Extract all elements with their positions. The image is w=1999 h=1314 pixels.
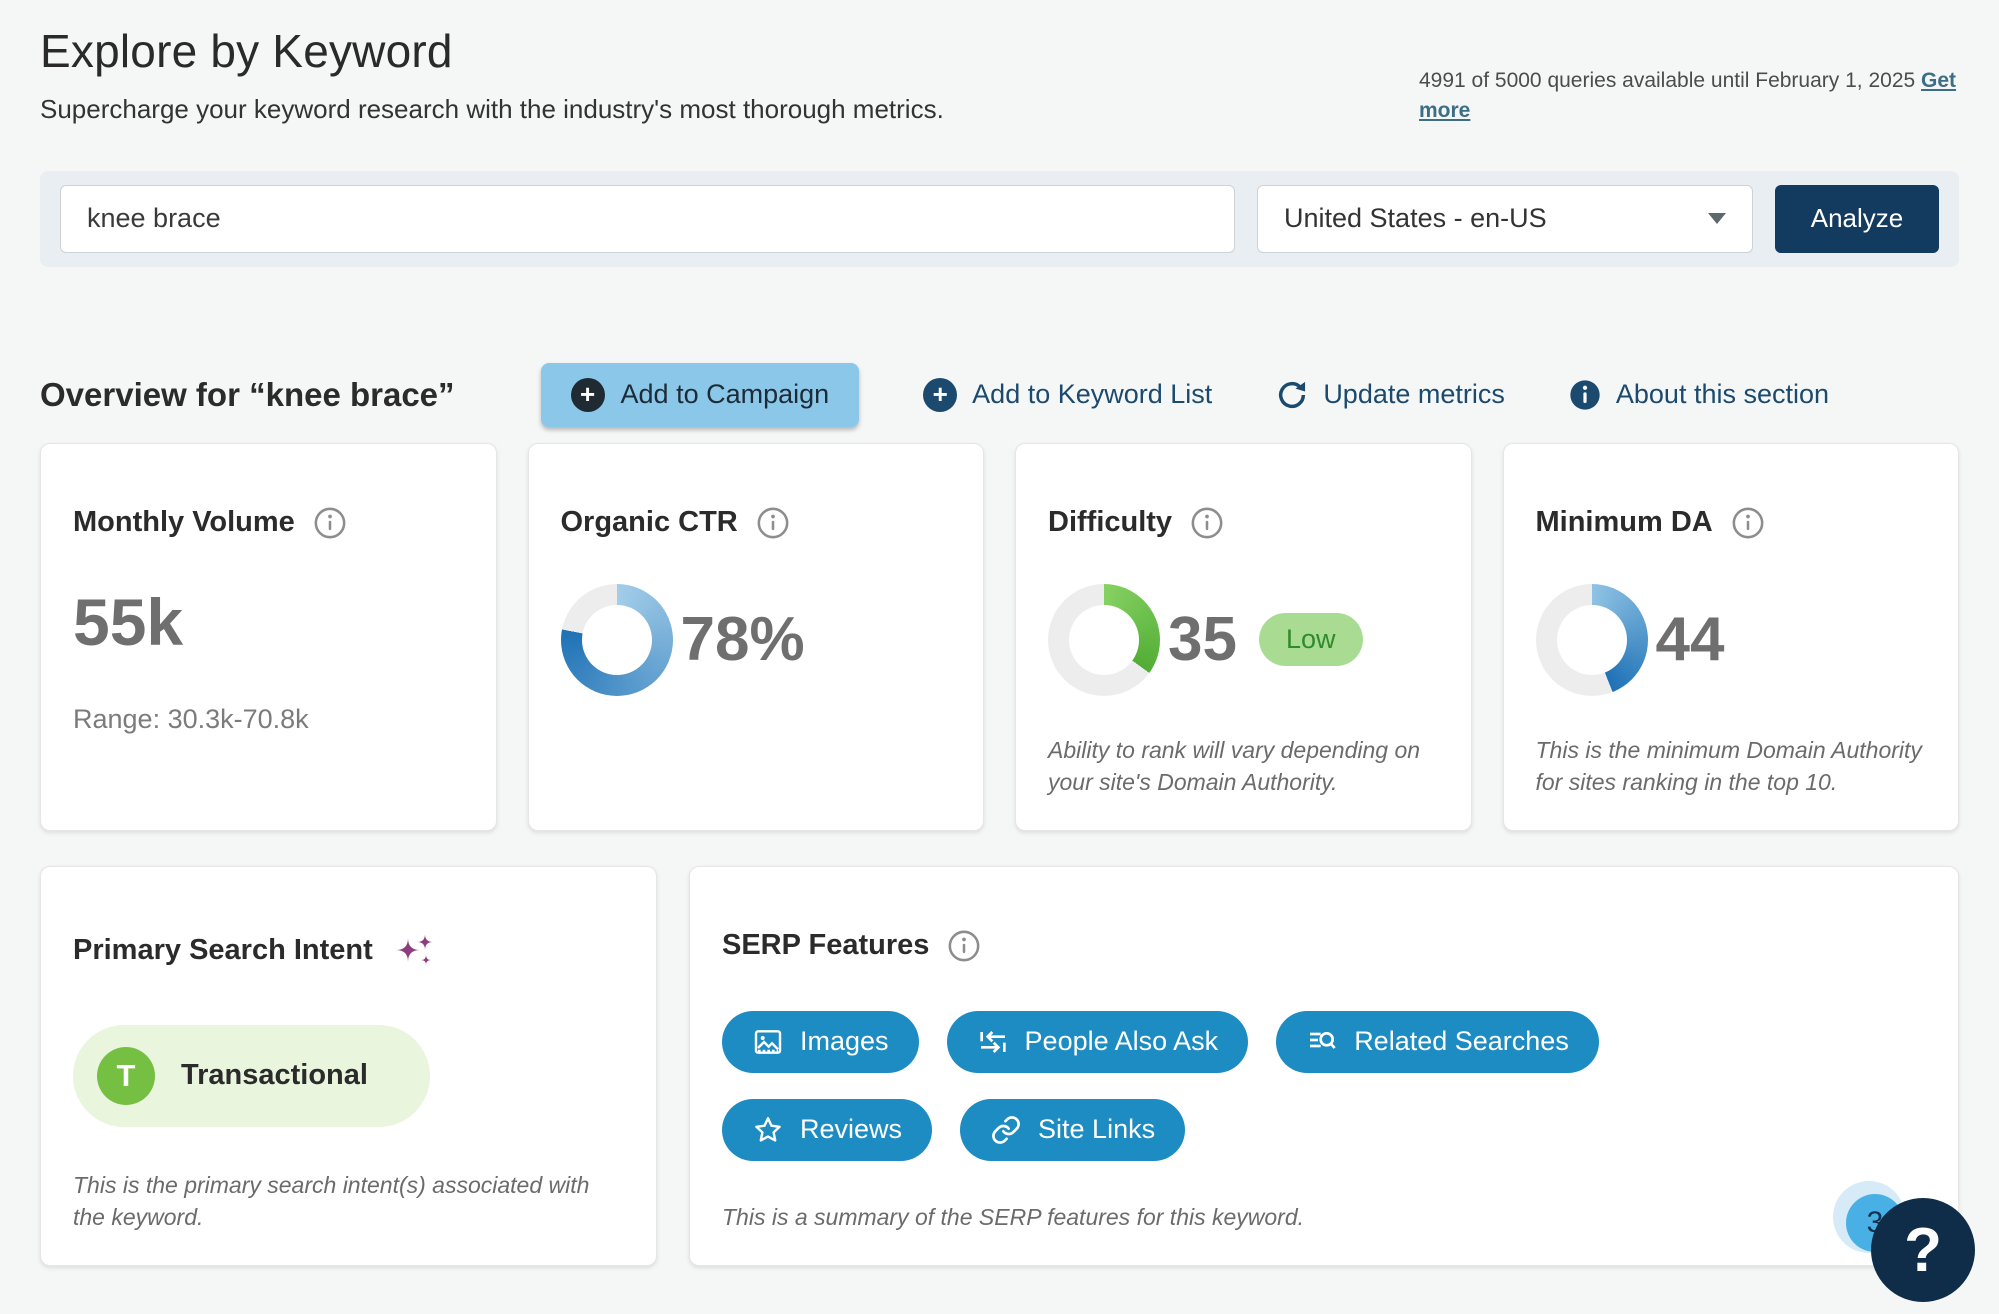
info-icon[interactable] xyxy=(1731,506,1765,540)
info-icon[interactable] xyxy=(1190,506,1224,540)
page-subtitle: Supercharge your keyword research with t… xyxy=(40,94,944,124)
add-to-keyword-list-button[interactable]: + Add to Keyword List xyxy=(923,377,1213,412)
secondary-cards-row: Primary Search Intent T Transactional Th… xyxy=(40,865,1959,1266)
intent-note: This is the primary search intent(s) ass… xyxy=(73,1171,590,1230)
serp-feature-pills: Images People Also Ask xyxy=(722,1010,1722,1161)
locale-select[interactable]: United States - en-US xyxy=(1257,184,1753,253)
monthly-volume-title: Monthly Volume xyxy=(73,506,295,539)
refresh-icon xyxy=(1279,381,1306,408)
keyword-input[interactable] xyxy=(60,184,1235,253)
intent-badge: T Transactional xyxy=(73,1024,430,1127)
minimum-da-donut xyxy=(1535,583,1648,696)
difficulty-value: 35 xyxy=(1168,605,1237,675)
update-metrics-label: Update metrics xyxy=(1323,379,1505,410)
difficulty-status-badge: Low xyxy=(1258,613,1363,667)
chevron-down-icon xyxy=(1708,213,1726,225)
info-icon[interactable] xyxy=(313,506,347,540)
info-icon xyxy=(1570,380,1600,410)
primary-search-intent-card: Primary Search Intent T Transactional Th… xyxy=(40,865,657,1266)
list-search-icon xyxy=(1310,1031,1336,1049)
transactional-icon: T xyxy=(97,1046,155,1105)
serp-feature-images[interactable]: Images xyxy=(722,1010,919,1073)
keyword-search-bar: United States - en-US Analyze xyxy=(40,170,1959,267)
locale-selected-value: United States - en-US xyxy=(1284,203,1547,234)
link-icon xyxy=(992,1116,1020,1144)
star-icon xyxy=(755,1116,781,1142)
primary-search-intent-title: Primary Search Intent xyxy=(73,934,373,967)
keyword-explorer-page: Explore by Keyword Supercharge your keyw… xyxy=(40,24,1959,1266)
about-this-section-label: About this section xyxy=(1615,379,1830,410)
serp-pill-label: People Also Ask xyxy=(1024,1026,1219,1057)
monthly-volume-card: Monthly Volume 55k Range: 30.3k-70.8k xyxy=(40,442,497,831)
plus-circle-icon: + xyxy=(923,377,958,412)
plus-circle-icon: + xyxy=(570,377,605,412)
images-icon xyxy=(754,1030,782,1054)
serp-feature-people-also-ask[interactable]: People Also Ask xyxy=(946,1010,1249,1073)
overview-toolbar: Overview for “knee brace” + Add to Campa… xyxy=(40,362,1959,427)
minimum-da-value: 44 xyxy=(1655,605,1725,675)
serp-features-card: SERP Features Images xyxy=(689,865,1959,1266)
analyze-button[interactable]: Analyze xyxy=(1775,184,1939,253)
serp-features-note: This is a summary of the SERP features f… xyxy=(722,1203,1305,1230)
add-to-campaign-button[interactable]: + Add to Campaign xyxy=(540,362,860,427)
header-text-block: Explore by Keyword Supercharge your keyw… xyxy=(40,24,944,125)
query-quota-note: 4991 of 5000 queries available until Feb… xyxy=(1419,66,1959,127)
minimum-da-card: Minimum DA 44 This is the minimum Domain… xyxy=(1502,442,1959,831)
update-metrics-button[interactable]: Update metrics xyxy=(1276,379,1505,411)
serp-features-title: SERP Features xyxy=(722,929,930,962)
add-to-keyword-list-label: Add to Keyword List xyxy=(972,379,1213,410)
page-header: Explore by Keyword Supercharge your keyw… xyxy=(40,24,1959,127)
get-more-link[interactable]: Get more xyxy=(1419,69,1957,123)
serp-pill-label: Site Links xyxy=(1038,1114,1156,1145)
quota-text: 4991 of 5000 queries available until Feb… xyxy=(1419,69,1916,92)
sparkles-icon xyxy=(395,933,433,965)
overview-heading: Overview for “knee brace” xyxy=(40,375,455,413)
serp-feature-site-links[interactable]: Site Links xyxy=(960,1098,1186,1161)
serp-pill-label: Related Searches xyxy=(1354,1026,1569,1057)
info-icon[interactable] xyxy=(947,929,981,963)
page-title: Explore by Keyword xyxy=(40,25,453,77)
organic-ctr-card: Organic CTR 78% xyxy=(527,442,984,831)
difficulty-title: Difficulty xyxy=(1048,506,1173,539)
add-to-campaign-label: Add to Campaign xyxy=(620,379,830,410)
minimum-da-title: Minimum DA xyxy=(1535,506,1713,539)
monthly-volume-range: Range: 30.3k-70.8k xyxy=(73,703,309,734)
serp-feature-reviews[interactable]: Reviews xyxy=(722,1098,933,1161)
monthly-volume-value: 55k xyxy=(73,584,184,659)
organic-ctr-donut xyxy=(560,583,673,696)
organic-ctr-title: Organic CTR xyxy=(560,506,738,539)
minimum-da-note: This is the minimum Domain Authority for… xyxy=(1535,736,1922,795)
difficulty-note: Ability to rank will vary depending on y… xyxy=(1048,736,1421,795)
serp-pill-label: Images xyxy=(800,1026,889,1057)
info-icon[interactable] xyxy=(756,506,790,540)
serp-feature-related-searches[interactable]: Related Searches xyxy=(1276,1010,1599,1073)
metric-cards-row: Monthly Volume 55k Range: 30.3k-70.8k Or… xyxy=(40,442,1959,831)
organic-ctr-value: 78% xyxy=(680,605,805,675)
difficulty-card: Difficulty 35 Low Ability to rank will v… xyxy=(1015,442,1472,831)
serp-pill-label: Reviews xyxy=(800,1114,903,1145)
help-button[interactable]: ? xyxy=(1871,1198,1975,1302)
intent-label: Transactional xyxy=(181,1059,368,1092)
difficulty-donut xyxy=(1048,583,1160,696)
swap-arrows-icon xyxy=(979,1030,1006,1053)
question-mark-icon: ? xyxy=(1904,1215,1942,1285)
about-this-section-button[interactable]: About this section xyxy=(1569,379,1829,411)
